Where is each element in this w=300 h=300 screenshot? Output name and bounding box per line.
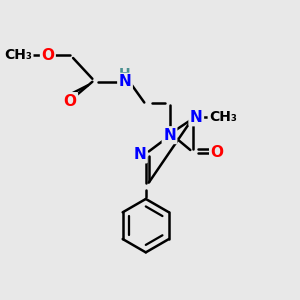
Text: O: O (41, 47, 54, 62)
Text: N: N (190, 110, 203, 125)
Text: O: O (211, 146, 224, 160)
Text: CH₃: CH₃ (209, 110, 237, 124)
Text: H: H (119, 67, 131, 81)
Text: CH₃: CH₃ (4, 48, 32, 62)
Text: N: N (163, 128, 176, 143)
Text: O: O (64, 94, 76, 109)
Text: N: N (118, 74, 131, 89)
Text: N: N (134, 147, 146, 162)
